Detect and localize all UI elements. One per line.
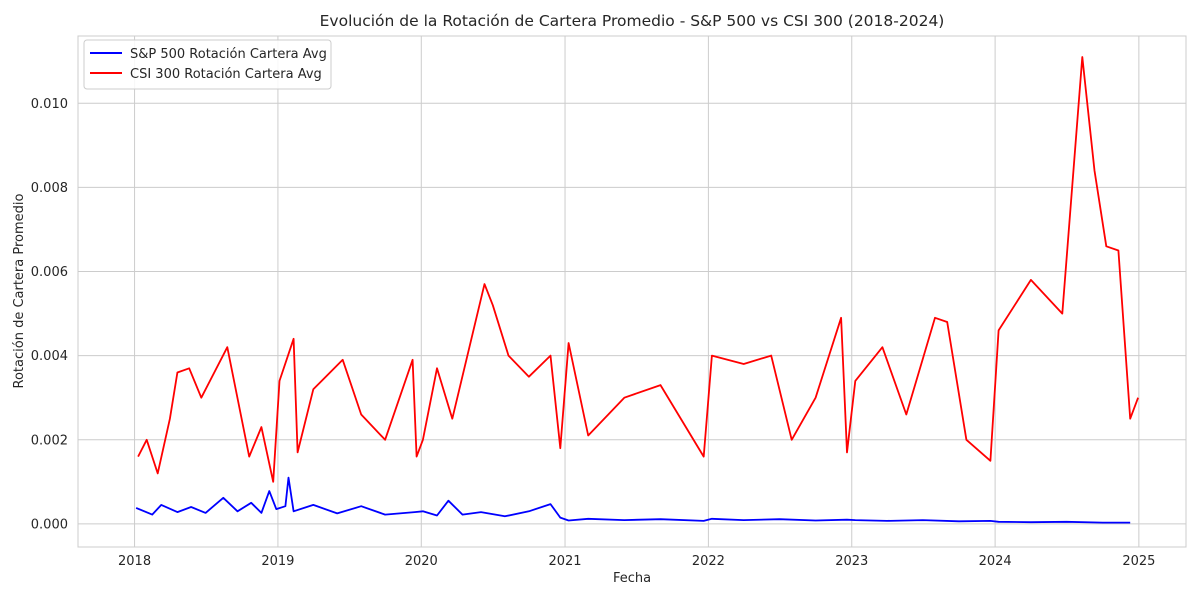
- grid-lines: [78, 36, 1186, 547]
- chart-title: Evolución de la Rotación de Cartera Prom…: [320, 12, 945, 30]
- tick-labels: 2018 2019 2020 2021 2022 2023 2024 2025 0.000 0.0…: [31, 97, 1156, 569]
- x-tick-label: 2018: [118, 554, 151, 569]
- legend-box: [83, 39, 332, 90]
- y-tick-label: 0.002: [31, 433, 68, 448]
- y-tick-label: 0.000: [31, 517, 68, 532]
- series-layer: [135, 56, 1139, 524]
- legend-label-csi300: CSI 300 Rotación Cartera Avg: [130, 67, 322, 82]
- x-tick-label: 2023: [835, 554, 868, 569]
- x-tick-label: 2025: [1122, 554, 1155, 569]
- x-tick-label: 2021: [548, 554, 581, 569]
- plot-area-background: [78, 36, 1186, 547]
- x-tick-label: 2024: [979, 554, 1012, 569]
- series-line-csi300: [137, 56, 1139, 483]
- plot-area-frame: [77, 35, 1187, 548]
- y-tick-label: 0.004: [31, 349, 68, 364]
- legend: S&P 500 Rotación Cartera Avg CSI 300 Rot…: [83, 39, 332, 90]
- series-line-sp500: [135, 476, 1131, 524]
- y-tick-label: 0.010: [31, 97, 68, 112]
- x-axis-label: Fecha: [613, 571, 651, 586]
- y-axis-label: Rotación de Cartera Promedio: [12, 193, 27, 388]
- legend-label-sp500: S&P 500 Rotación Cartera Avg: [130, 47, 327, 62]
- x-tick-label: 2020: [405, 554, 438, 569]
- x-tick-label: 2022: [692, 554, 725, 569]
- y-tick-label: 0.008: [31, 181, 68, 196]
- y-tick-label: 0.006: [31, 265, 68, 280]
- x-tick-label: 2019: [261, 554, 294, 569]
